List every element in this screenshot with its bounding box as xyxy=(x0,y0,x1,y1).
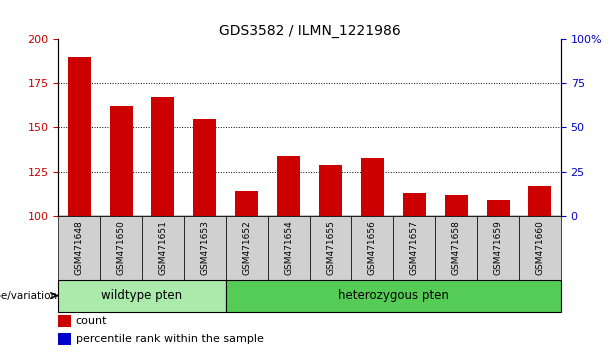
FancyBboxPatch shape xyxy=(184,216,226,280)
Text: GSM471659: GSM471659 xyxy=(493,220,503,275)
FancyBboxPatch shape xyxy=(394,216,435,280)
Bar xyxy=(403,193,426,216)
FancyBboxPatch shape xyxy=(310,216,351,280)
Text: GSM471651: GSM471651 xyxy=(158,220,167,275)
Text: GSM471658: GSM471658 xyxy=(452,220,461,275)
Text: GSM471656: GSM471656 xyxy=(368,220,377,275)
FancyBboxPatch shape xyxy=(226,280,561,312)
Bar xyxy=(193,119,216,216)
Text: heterozygous pten: heterozygous pten xyxy=(338,289,449,302)
Text: GSM471653: GSM471653 xyxy=(200,220,210,275)
FancyBboxPatch shape xyxy=(435,216,477,280)
Bar xyxy=(151,97,175,216)
FancyBboxPatch shape xyxy=(268,216,310,280)
Bar xyxy=(67,57,91,216)
Bar xyxy=(110,106,132,216)
FancyBboxPatch shape xyxy=(226,216,268,280)
Bar xyxy=(277,156,300,216)
FancyBboxPatch shape xyxy=(351,216,394,280)
Text: wildtype pten: wildtype pten xyxy=(101,289,183,302)
Bar xyxy=(319,165,342,216)
Text: GSM471648: GSM471648 xyxy=(75,221,84,275)
Text: GSM471654: GSM471654 xyxy=(284,221,293,275)
FancyBboxPatch shape xyxy=(58,280,226,312)
FancyBboxPatch shape xyxy=(519,216,561,280)
Bar xyxy=(361,158,384,216)
Text: GSM471657: GSM471657 xyxy=(409,220,419,275)
Text: count: count xyxy=(76,316,107,326)
FancyBboxPatch shape xyxy=(100,216,142,280)
Text: GSM471650: GSM471650 xyxy=(116,220,126,275)
Text: GSM471660: GSM471660 xyxy=(535,220,544,275)
Text: GSM471655: GSM471655 xyxy=(326,220,335,275)
Title: GDS3582 / ILMN_1221986: GDS3582 / ILMN_1221986 xyxy=(219,24,400,38)
Bar xyxy=(235,191,258,216)
FancyBboxPatch shape xyxy=(142,216,184,280)
FancyBboxPatch shape xyxy=(477,216,519,280)
Text: GSM471652: GSM471652 xyxy=(242,221,251,275)
Text: genotype/variation: genotype/variation xyxy=(0,291,58,301)
Text: percentile rank within the sample: percentile rank within the sample xyxy=(76,334,264,344)
Bar xyxy=(58,315,71,327)
Bar xyxy=(528,186,552,216)
FancyBboxPatch shape xyxy=(58,216,100,280)
Bar xyxy=(444,195,468,216)
Bar xyxy=(58,333,71,345)
Bar xyxy=(487,200,509,216)
